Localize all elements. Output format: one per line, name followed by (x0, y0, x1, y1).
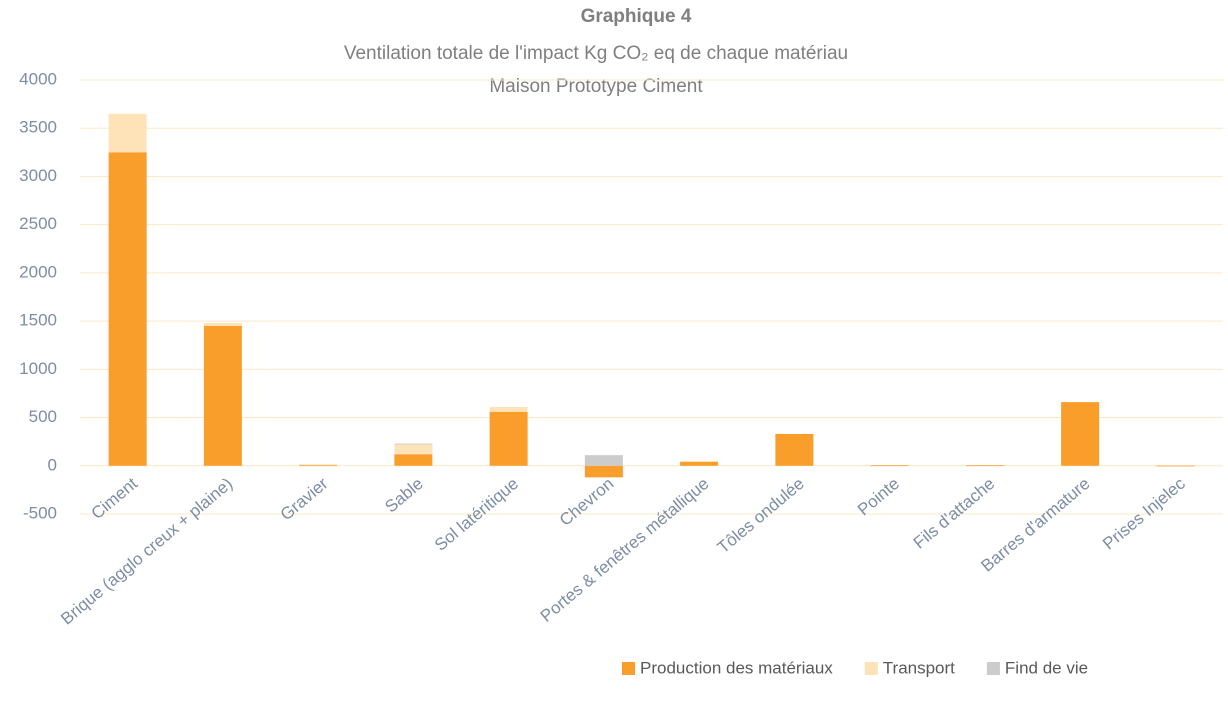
bar-segment (1061, 402, 1100, 466)
legend-swatch (622, 662, 635, 675)
bar-segment (394, 454, 433, 466)
x-tick-label: Fils d'attache (910, 474, 999, 553)
y-tick-label: -500 (23, 503, 57, 522)
chart-title: Graphique 4 (581, 6, 692, 27)
x-tick-label: Brique (agglo creux + plaine) (57, 474, 236, 629)
bar-segment (299, 465, 338, 467)
x-tick-label: Chevron (556, 474, 617, 530)
bar-segment (489, 406, 528, 412)
y-tick-label: 3000 (19, 166, 57, 185)
bar-segment (680, 460, 719, 462)
bar-segment (965, 465, 1004, 467)
y-tick-label: 0 (48, 455, 57, 474)
y-tick-label: 2500 (19, 214, 57, 233)
bar-segment (489, 411, 528, 466)
legend-label: Production des matériaux (640, 658, 833, 677)
x-tick-label: Portes & fenêtres métallique (537, 474, 713, 626)
x-tick-label: Sable (381, 474, 427, 517)
bar-segment (394, 443, 433, 445)
x-tick-label: Ciment (88, 474, 142, 523)
bar-segment (108, 152, 147, 466)
bar-segment (870, 465, 909, 467)
bar-segment (680, 461, 719, 466)
legend-swatch (986, 662, 1000, 675)
bar-segment (775, 433, 814, 466)
bar-segment (203, 323, 242, 326)
y-tick-label: 2000 (19, 262, 57, 281)
y-tick-label: 1500 (19, 311, 57, 330)
legend-label: Transport (883, 658, 955, 677)
y-tick-label: 500 (29, 407, 57, 426)
bar-segment (299, 464, 338, 466)
chart-subtitle: Ventilation totale de l'impact Kg CO₂ eq… (344, 43, 848, 64)
y-tick-label: 4000 (19, 69, 57, 88)
x-tick-label: Tôles ondulée (714, 474, 808, 557)
legend-label: Find de vie (1005, 658, 1088, 677)
bar-segment (394, 444, 433, 455)
bar-segment (203, 325, 242, 466)
bar-segment (108, 113, 147, 153)
x-tick-label: Pointe (854, 474, 903, 520)
bar-segment (584, 465, 623, 478)
bar-segment (584, 455, 623, 466)
x-tick-label: Gravier (277, 474, 332, 525)
legend-swatch (864, 662, 878, 675)
y-tick-label: 3500 (19, 118, 57, 137)
bar-segment (1156, 465, 1195, 467)
y-tick-label: 1000 (19, 359, 57, 378)
chart-subtitle: Maison Prototype Ciment (489, 76, 703, 97)
